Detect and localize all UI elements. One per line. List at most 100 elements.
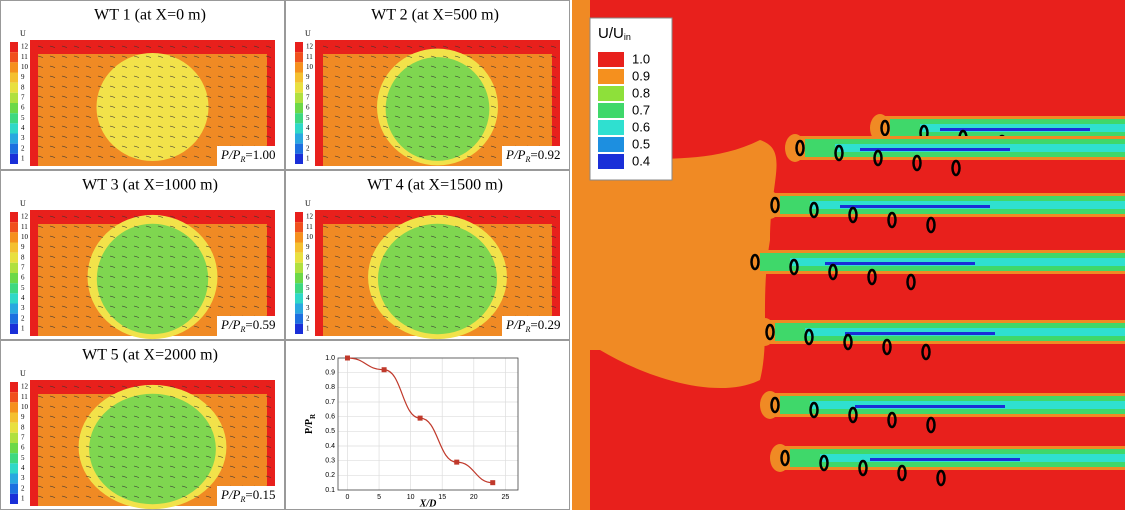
colorbar-swatch <box>10 392 18 402</box>
panel-title: WT 5 (at X=2000 m) <box>82 347 218 364</box>
colorbar-swatch <box>295 324 303 334</box>
colorbar-swatch <box>10 324 18 334</box>
colorbar-swatch <box>10 103 18 113</box>
colorbar-tick-label: 11 <box>306 223 313 231</box>
panel-title: WT 1 (at X=0 m) <box>94 7 206 24</box>
legend-swatch <box>598 103 624 118</box>
colorbar-swatch <box>10 283 18 293</box>
ratio-label: P/PR=0.29 <box>505 317 560 334</box>
colorbar-tick-label: 2 <box>306 144 310 152</box>
colorbar-swatch <box>10 293 18 303</box>
y-tick-label: 0.7 <box>325 399 335 406</box>
ratio-value: =1.00 <box>245 147 275 162</box>
ratio-value: =0.59 <box>245 317 275 332</box>
panel-frame <box>286 341 570 510</box>
colorbar-swatch <box>10 253 18 263</box>
colorbar-tick-label: 9 <box>21 243 25 251</box>
contour-green <box>123 89 183 129</box>
colorbar-swatch <box>10 443 18 453</box>
colorbar-tick-label: 7 <box>21 434 25 442</box>
colorbar-swatch <box>295 273 303 283</box>
figure: WT 1 (at X=0 m)U121110987654321P/PR=1.00… <box>0 0 1125 510</box>
colorbar-tick-label: 5 <box>21 284 25 292</box>
colorbar-swatch <box>295 103 303 113</box>
legend-label: 0.6 <box>632 119 650 134</box>
legend-label: 0.5 <box>632 136 650 151</box>
ratio-value: =0.29 <box>530 317 560 332</box>
ratio-prefix: P/P <box>505 317 526 332</box>
colorbar-tick-label: 10 <box>306 233 314 241</box>
colorbar-tick-label: 2 <box>306 314 310 322</box>
y-tick-label: 0.6 <box>325 414 335 421</box>
colorbar-swatch <box>295 144 303 154</box>
y-tick-label: 0.8 <box>325 384 335 391</box>
contour-green <box>386 57 490 161</box>
x-tick-label: 10 <box>407 494 415 501</box>
colorbar-tick-label: 1 <box>306 325 310 333</box>
colorbar-swatch <box>10 474 18 484</box>
ratio-prefix: P/P <box>505 147 526 162</box>
contour-green <box>97 224 208 334</box>
colorbar-tick-label: 11 <box>306 53 313 61</box>
colorbar-swatch <box>10 314 18 324</box>
colorbar-tick-label: 12 <box>306 43 314 51</box>
legend-label: 1.0 <box>632 51 650 66</box>
colorbar-swatch <box>10 494 18 504</box>
colorbar-swatch <box>295 52 303 62</box>
wake-deficit <box>840 205 990 208</box>
y-tick-label: 0.3 <box>325 458 335 465</box>
colorbar-swatch <box>10 222 18 232</box>
y-tick-label: 0.4 <box>325 443 335 450</box>
colorbar-swatch <box>10 83 18 93</box>
colorbar-swatch <box>295 263 303 273</box>
colorbar-swatch <box>10 73 18 83</box>
colorbar-tick-label: 9 <box>306 243 310 251</box>
wake-deficit <box>860 148 1010 151</box>
colorbar-label: U <box>20 199 26 208</box>
y-axis-label-main: P/P <box>304 419 315 434</box>
colorbar-swatch <box>295 154 303 164</box>
ratio-label: P/PR=0.59 <box>220 317 275 334</box>
colorbar-swatch <box>295 62 303 72</box>
legend-swatch <box>598 154 624 169</box>
legend-label: 0.9 <box>632 68 650 83</box>
y-tick-label: 0.9 <box>325 370 335 377</box>
colorbar-swatch <box>10 433 18 443</box>
colorbar-tick-label: 8 <box>21 423 25 431</box>
colorbar-tick-label: 1 <box>306 155 310 163</box>
colorbar-tick-label: 8 <box>306 83 310 91</box>
colorbar-tick-label: 5 <box>21 114 25 122</box>
ratio-label: P/PR=1.00 <box>220 147 275 164</box>
colorbar-tick-label: 3 <box>21 474 25 482</box>
y-tick-label: 0.5 <box>325 428 335 435</box>
colorbar-tick-label: 12 <box>21 43 29 51</box>
colorbar-swatch <box>10 134 18 144</box>
legend-swatch <box>598 52 624 67</box>
y-tick-label: 0.1 <box>325 487 335 494</box>
colorbar-tick-label: 3 <box>306 134 310 142</box>
wake-deficit <box>870 458 1020 461</box>
panel-title: WT 4 (at X=1500 m) <box>367 177 503 194</box>
legend-title-sub: in <box>624 32 631 42</box>
data-point <box>345 356 350 361</box>
x-tick-label: 5 <box>377 494 381 501</box>
colorbar-tick-label: 6 <box>306 104 310 112</box>
colorbar-tick-label: 4 <box>306 124 310 132</box>
legend-label: 0.8 <box>632 85 650 100</box>
colorbar-label: U <box>305 199 311 208</box>
colorbar-swatch <box>10 42 18 52</box>
colorbar-swatch <box>10 273 18 283</box>
colorbar-swatch <box>10 304 18 314</box>
x-tick-label: 25 <box>501 494 509 501</box>
colorbar-swatch <box>10 212 18 222</box>
legend-title-main: U/U <box>598 25 624 42</box>
colorbar-tick-label: 4 <box>21 294 25 302</box>
colorbar-swatch <box>10 93 18 103</box>
colorbar-tick-label: 1 <box>21 495 25 503</box>
x-axis-label: X/D <box>419 498 437 509</box>
colorbar-tick-label: 12 <box>306 213 314 221</box>
ratio-prefix: P/P <box>220 317 241 332</box>
colorbar-swatch <box>10 144 18 154</box>
colorbar-tick-label: 9 <box>21 73 25 81</box>
panel-title: WT 3 (at X=1000 m) <box>82 177 218 194</box>
